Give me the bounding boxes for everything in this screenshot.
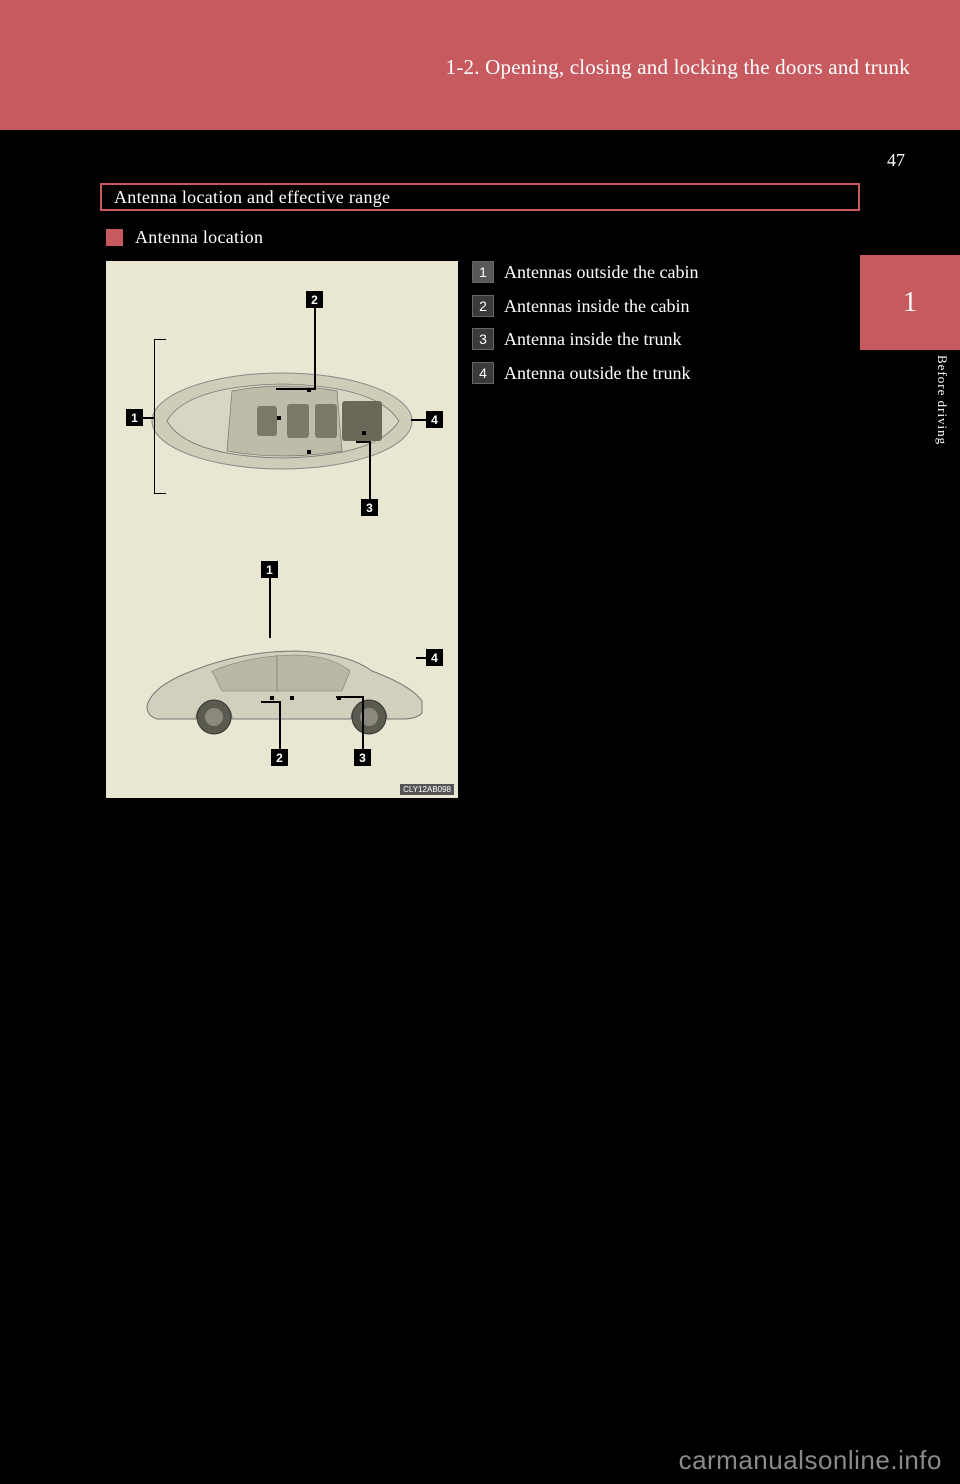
- callout-line: [336, 696, 363, 698]
- antenna-figure: 1 2 3 4 1 2 3 4 CLY12AB098: [106, 261, 458, 798]
- figure-callout-box: 3: [361, 499, 378, 516]
- legend-row: 2 Antennas inside the cabin: [472, 295, 698, 318]
- page-number: 47: [887, 150, 905, 171]
- callout-line: [369, 441, 371, 501]
- legend-text: Antennas outside the cabin: [504, 261, 698, 284]
- figure-callout-box: 2: [306, 291, 323, 308]
- legend-row: 1 Antennas outside the cabin: [472, 261, 698, 284]
- figure-callout-box: 4: [426, 649, 443, 666]
- bracket-line: [154, 339, 166, 494]
- header-breadcrumb: 1-2. Opening, closing and locking the do…: [446, 55, 910, 80]
- callout-line: [261, 701, 281, 703]
- chapter-tab-number: 1: [903, 287, 917, 319]
- legend-text: Antenna inside the trunk: [504, 328, 681, 351]
- section-title-bar: Antenna location and effective range: [100, 183, 860, 211]
- subsection-title: Antenna location: [135, 227, 263, 248]
- legend-number-box: 3: [472, 328, 494, 350]
- car-top-view-icon: [147, 366, 417, 476]
- chapter-tab-label: Before driving: [870, 355, 950, 445]
- section-title-text: Antenna location and effective range: [114, 187, 390, 208]
- figure-callout-box: 2: [271, 749, 288, 766]
- legend-number-box: 1: [472, 261, 494, 283]
- legend-text: Antenna outside the trunk: [504, 362, 690, 385]
- legend-number-box: 4: [472, 362, 494, 384]
- callout-line: [276, 388, 316, 390]
- legend-row: 3 Antenna inside the trunk: [472, 328, 698, 351]
- antenna-legend: 1 Antennas outside the cabin 2 Antennas ins…: [472, 261, 698, 395]
- callout-line: [269, 578, 271, 638]
- chapter-tab: 1: [860, 255, 960, 350]
- figure-callout-box: 1: [126, 409, 143, 426]
- watermark-text: carmanualsonline.info: [679, 1445, 942, 1476]
- callout-line: [314, 308, 316, 388]
- legend-row: 4 Antenna outside the trunk: [472, 362, 698, 385]
- callout-line: [143, 417, 155, 419]
- page-header: 1-2. Opening, closing and locking the do…: [0, 0, 960, 130]
- figure-callout-box: 1: [261, 561, 278, 578]
- callout-line: [279, 701, 281, 751]
- callout-line: [411, 419, 427, 421]
- figure-callout-box: 4: [426, 411, 443, 428]
- bullet-square-icon: [106, 229, 123, 246]
- subsection-row: Antenna location: [106, 227, 263, 248]
- callout-line: [362, 696, 364, 751]
- callout-line: [356, 441, 370, 443]
- figure-callout-box: 3: [354, 749, 371, 766]
- legend-text: Antennas inside the cabin: [504, 295, 689, 318]
- figure-code-label: CLY12AB098: [400, 784, 454, 795]
- legend-number-box: 2: [472, 295, 494, 317]
- car-side-view-icon: [132, 641, 432, 736]
